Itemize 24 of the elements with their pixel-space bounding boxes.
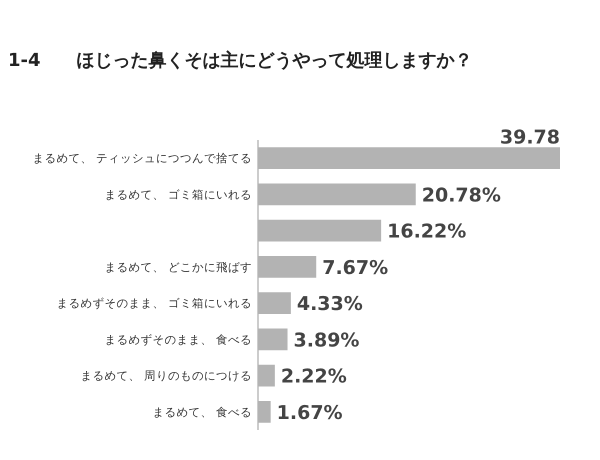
data-label: 2.22% xyxy=(280,366,347,388)
y-tick-label: まるめずそのまま、 食べる xyxy=(104,332,252,346)
bar xyxy=(258,220,382,242)
data-label: 16.22% xyxy=(387,220,466,243)
bar xyxy=(258,328,288,350)
data-label: 3.89% xyxy=(294,329,360,352)
y-tick-label: まるめて、 周りのものにつける xyxy=(80,368,252,383)
y-tick-label: まるめて、 ティッシュにつつんで捨てる xyxy=(32,151,252,166)
bar xyxy=(258,364,275,386)
data-label: 39.78 xyxy=(500,126,560,148)
bar xyxy=(258,401,271,423)
chart-title: 1-4 ほじった鼻くそは主にどうやって処理しますか？ xyxy=(8,50,473,71)
data-label: 4.33% xyxy=(296,293,363,316)
bar xyxy=(258,184,416,206)
data-label: 7.67% xyxy=(322,256,388,279)
bar xyxy=(258,292,291,314)
data-label: 20.78% xyxy=(422,184,501,206)
y-tick-label: まるめて、 ゴミ箱にいれる xyxy=(104,187,252,202)
y-tick-label: まるめずそのまま、 ゴミ箱にいれる xyxy=(56,296,252,310)
bar xyxy=(258,147,560,169)
y-tick-label: まるめて、 どこかに飛ばす xyxy=(104,260,252,274)
bar xyxy=(258,256,316,278)
data-label: 1.67% xyxy=(276,402,343,424)
y-tick-label: まるめて、 食べる xyxy=(152,404,252,419)
